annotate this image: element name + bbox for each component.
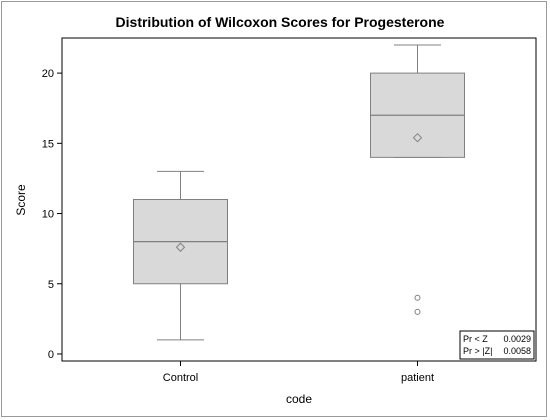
inset-row-value: 0.0058 (503, 346, 531, 356)
outlier-point (414, 294, 421, 301)
inset-box (459, 330, 535, 360)
y-tick-label: 20 (42, 68, 54, 80)
chart-title: Distribution of Wilcoxon Scores for Prog… (116, 14, 445, 30)
inset-row-value: 0.0029 (503, 334, 531, 344)
outlier-point (414, 308, 421, 315)
box-series (133, 44, 465, 341)
plot-area (61, 37, 537, 362)
mean-marker (412, 133, 423, 143)
y-tick-label: 5 (48, 279, 54, 291)
box-control (133, 170, 228, 341)
inset-row-label: Pr < Z (463, 334, 488, 344)
x-axis-label: code (286, 392, 312, 406)
box-patient (370, 44, 465, 315)
mean-marker (175, 242, 186, 252)
y-tick-label: 15 (42, 138, 54, 150)
inset-row-label: Pr > |Z| (463, 346, 492, 356)
y-tick-label: 0 (48, 349, 54, 361)
test-statistics-inset: Pr < Z 0.0029 Pr > |Z| 0.0058 (459, 330, 535, 360)
y-tick-label: 10 (42, 209, 54, 221)
y-axis: 0 5 10 15 20 (42, 68, 62, 361)
y-axis-label: Score (14, 184, 28, 216)
x-tick-label: Control (163, 372, 198, 384)
x-axis: Control patient (163, 361, 434, 384)
x-tick-label: patient (401, 372, 434, 384)
